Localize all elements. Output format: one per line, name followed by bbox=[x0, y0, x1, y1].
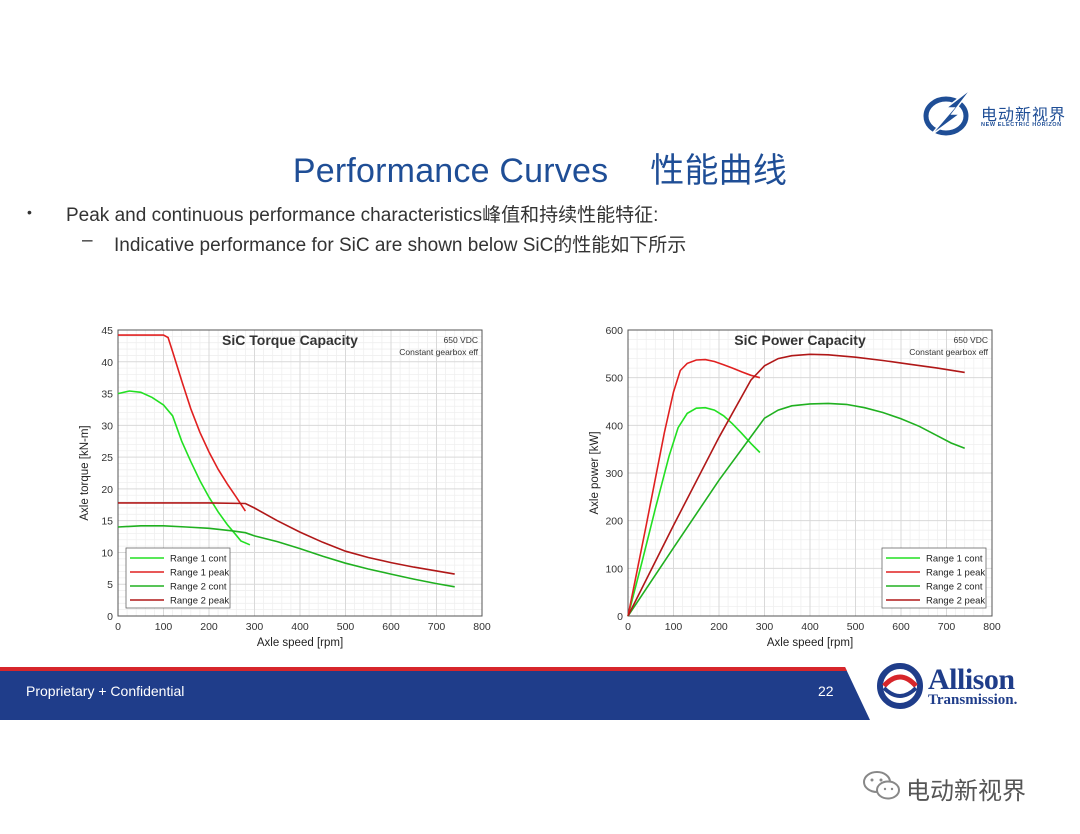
series-line-4 bbox=[118, 502, 455, 575]
x-tick-label: 600 bbox=[382, 621, 400, 633]
lightning-logo-icon bbox=[923, 87, 973, 137]
y-axis-label: Axle power [kW] bbox=[589, 431, 601, 514]
footer-confidential: Proprietary + Confidential bbox=[26, 683, 185, 699]
chart-annotation: 650 VDC bbox=[954, 335, 989, 345]
x-tick-label: 400 bbox=[801, 621, 819, 633]
bullet-marker: • bbox=[27, 204, 32, 220]
x-tick-label: 500 bbox=[847, 621, 865, 633]
bullet-text-2: Indicative performance for SiC are shown… bbox=[114, 235, 687, 256]
brand-english-name: NEW ELECTRIC HORIZON bbox=[981, 122, 1062, 128]
y-tick-label: 30 bbox=[101, 420, 113, 432]
x-tick-label: 100 bbox=[155, 621, 173, 633]
x-tick-label: 800 bbox=[473, 621, 491, 633]
chart-title: SiC Torque Capacity bbox=[222, 332, 358, 348]
series-line-4 bbox=[627, 353, 965, 617]
chart-title: SiC Power Capacity bbox=[734, 332, 866, 348]
series-line-3 bbox=[117, 525, 455, 588]
x-tick-label: 0 bbox=[115, 621, 121, 633]
y-tick-label: 40 bbox=[101, 357, 113, 369]
legend-entry: Range 1 peak bbox=[170, 568, 229, 579]
series-line-1 bbox=[117, 390, 251, 546]
plot-frame bbox=[627, 329, 993, 617]
page-number: 22 bbox=[818, 683, 834, 699]
wechat-icon bbox=[863, 771, 900, 800]
x-tick-label: 200 bbox=[710, 621, 728, 633]
y-tick-label: 0 bbox=[107, 611, 113, 623]
x-tick-label: 100 bbox=[665, 621, 683, 633]
allison-wordmark: Allison bbox=[928, 663, 1015, 696]
legend-entry: Range 1 cont bbox=[926, 554, 983, 565]
legend-entry: Range 2 cont bbox=[170, 582, 227, 593]
series-line-3 bbox=[627, 402, 965, 617]
sub-bullet-marker: – bbox=[82, 230, 93, 251]
series-line-2 bbox=[118, 334, 247, 512]
x-tick-label: 600 bbox=[892, 621, 910, 633]
series-line-1 bbox=[627, 406, 761, 617]
y-tick-label: 10 bbox=[101, 547, 113, 559]
x-tick-label: 300 bbox=[246, 621, 264, 633]
y-tick-label: 20 bbox=[101, 484, 113, 496]
x-tick-label: 800 bbox=[983, 621, 1001, 633]
x-tick-label: 200 bbox=[200, 621, 218, 633]
plot-frame bbox=[117, 329, 483, 617]
allison-subtitle: Transmission. bbox=[928, 692, 1018, 708]
power-chart: 0 100 200 300 400 500 600 700 800 0 100 200 300 400 50… bbox=[589, 325, 1001, 649]
y-tick-label: 400 bbox=[605, 420, 623, 432]
y-axis-label: Axle torque [kN-m] bbox=[79, 425, 91, 520]
footer-bar bbox=[0, 667, 870, 720]
bullet-text-1: Peak and continuous performance characte… bbox=[66, 205, 659, 226]
legend-entry: Range 1 peak bbox=[926, 568, 985, 579]
y-tick-label: 25 bbox=[101, 452, 113, 464]
y-tick-label: 200 bbox=[605, 516, 623, 528]
chart-annotation: Constant gearbox eff bbox=[399, 347, 478, 357]
x-tick-label: 400 bbox=[291, 621, 309, 633]
x-axis-label: Axle speed [rpm] bbox=[767, 637, 853, 649]
page-title: Performance Curves 性能曲线 bbox=[0, 143, 1080, 192]
x-tick-label: 500 bbox=[337, 621, 355, 633]
chart-annotation: Constant gearbox eff bbox=[909, 347, 988, 357]
y-tick-label: 500 bbox=[605, 373, 623, 385]
title-english: Performance Curves bbox=[292, 152, 609, 190]
y-tick-label: 300 bbox=[605, 468, 623, 480]
series-line-2 bbox=[627, 358, 761, 617]
legend-entry: Range 1 cont bbox=[170, 554, 227, 565]
y-tick-label: 35 bbox=[101, 389, 113, 401]
x-tick-label: 700 bbox=[428, 621, 446, 633]
y-tick-label: 15 bbox=[101, 516, 113, 528]
legend-entry: Range 2 cont bbox=[926, 582, 983, 593]
y-tick-label: 5 bbox=[107, 579, 113, 591]
y-tick-label: 100 bbox=[605, 563, 623, 575]
y-tick-label: 45 bbox=[101, 325, 113, 337]
x-tick-label: 0 bbox=[625, 621, 631, 633]
legend-entry: Range 2 peak bbox=[170, 596, 229, 607]
y-tick-label: 0 bbox=[617, 611, 623, 623]
legend-entry: Range 2 peak bbox=[926, 596, 985, 607]
wechat-account-name: 电动新视界 bbox=[906, 778, 1026, 805]
x-tick-label: 700 bbox=[938, 621, 956, 633]
chart-annotation: 650 VDC bbox=[444, 335, 479, 345]
title-chinese: 性能曲线 bbox=[650, 152, 788, 190]
y-tick-label: 600 bbox=[605, 325, 623, 337]
torque-chart: 0 100 200 300 400 500 600 700 800 0 5 10 15 20 25 30 35 4… bbox=[79, 325, 491, 649]
x-axis-label: Axle speed [rpm] bbox=[257, 637, 343, 649]
x-tick-label: 300 bbox=[756, 621, 774, 633]
allison-emblem-icon bbox=[877, 663, 923, 709]
brand-chinese-name: 电动新视界 bbox=[981, 107, 1067, 124]
